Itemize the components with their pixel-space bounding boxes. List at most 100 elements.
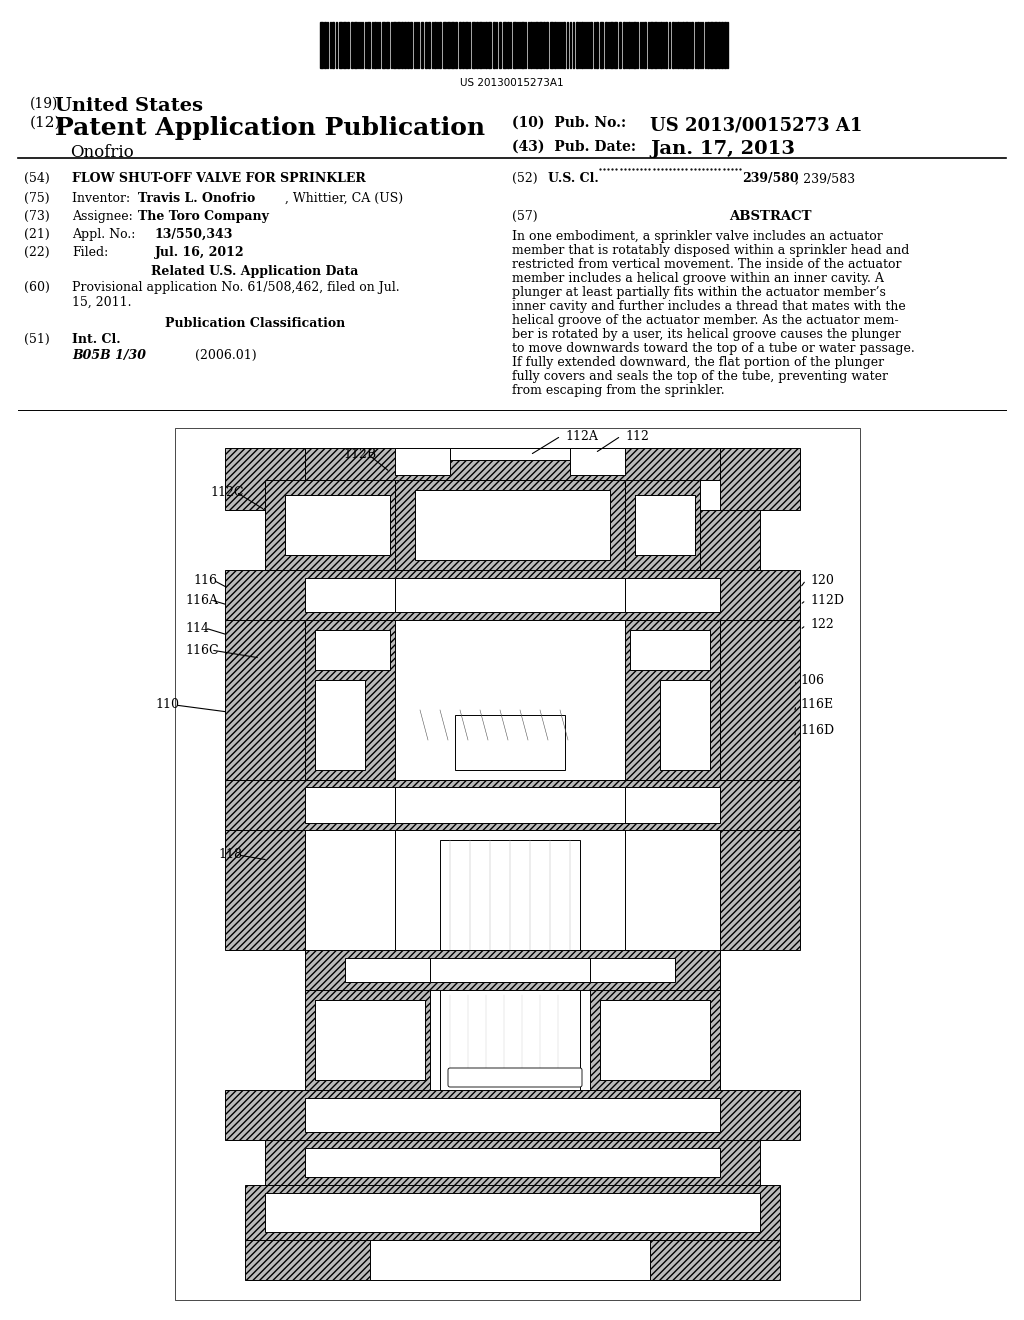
Text: (75): (75) bbox=[24, 191, 49, 205]
Bar bbox=[465, 22, 468, 69]
Text: FLOW SHUT-OFF VALVE FOR SPRINKLER: FLOW SHUT-OFF VALVE FOR SPRINKLER bbox=[72, 172, 366, 185]
Bar bbox=[650, 22, 653, 69]
Text: (60): (60) bbox=[24, 281, 50, 294]
Bar bbox=[665, 22, 667, 69]
Bar bbox=[707, 22, 709, 69]
Text: Onofrio: Onofrio bbox=[70, 144, 134, 161]
Text: 122: 122 bbox=[810, 619, 834, 631]
Bar bbox=[443, 22, 446, 69]
Bar bbox=[305, 787, 395, 822]
Bar bbox=[462, 22, 464, 69]
Bar bbox=[660, 22, 662, 69]
Bar bbox=[600, 1001, 710, 1080]
Bar bbox=[721, 22, 723, 69]
Bar bbox=[395, 578, 625, 612]
Bar bbox=[305, 578, 395, 612]
Text: (22): (22) bbox=[24, 246, 49, 259]
Bar bbox=[630, 630, 710, 671]
Bar bbox=[345, 958, 430, 982]
Text: member includes a helical groove within an inner cavity. A: member includes a helical groove within … bbox=[512, 272, 884, 285]
Bar bbox=[697, 22, 699, 69]
Bar bbox=[370, 1239, 650, 1280]
Bar bbox=[540, 635, 615, 680]
Text: restricted from vertical movement. The inside of the actuator: restricted from vertical movement. The i… bbox=[512, 257, 901, 271]
Bar bbox=[581, 22, 583, 69]
Bar bbox=[265, 510, 305, 570]
Bar bbox=[507, 22, 509, 69]
Text: Related U.S. Application Data: Related U.S. Application Data bbox=[152, 265, 358, 279]
Bar bbox=[605, 22, 607, 69]
Bar bbox=[440, 990, 580, 1090]
Text: 116A: 116A bbox=[185, 594, 218, 606]
Text: Assignee:: Assignee: bbox=[72, 210, 137, 223]
Text: fully covers and seals the top of the tube, preventing water: fully covers and seals the top of the tu… bbox=[512, 370, 888, 383]
Text: 116D: 116D bbox=[800, 723, 835, 737]
Text: Provisional application No. 61/508,462, filed on Jul.: Provisional application No. 61/508,462, … bbox=[72, 281, 399, 294]
Text: ABSTRACT: ABSTRACT bbox=[729, 210, 811, 223]
Bar bbox=[367, 22, 370, 69]
Bar bbox=[225, 620, 305, 780]
Bar bbox=[225, 830, 305, 950]
Bar bbox=[305, 1098, 720, 1133]
Bar bbox=[415, 700, 605, 780]
Bar bbox=[479, 22, 482, 69]
Bar bbox=[635, 495, 695, 554]
Bar bbox=[521, 22, 524, 69]
Bar bbox=[415, 490, 610, 560]
Bar bbox=[720, 620, 800, 780]
Bar bbox=[720, 447, 800, 510]
Bar bbox=[672, 22, 674, 69]
Bar bbox=[386, 22, 389, 69]
Text: member that is rotatably disposed within a sprinkler head and: member that is rotatably disposed within… bbox=[512, 244, 909, 257]
Bar bbox=[625, 620, 720, 780]
Bar bbox=[660, 680, 710, 770]
Bar bbox=[476, 22, 478, 69]
Bar bbox=[575, 22, 578, 69]
Text: 114: 114 bbox=[185, 622, 209, 635]
Text: (54): (54) bbox=[24, 172, 50, 185]
Text: U.S. Cl.: U.S. Cl. bbox=[548, 172, 599, 185]
Bar bbox=[563, 22, 565, 69]
Text: 112A: 112A bbox=[565, 429, 598, 442]
Bar bbox=[305, 620, 395, 780]
Text: 112B: 112B bbox=[343, 449, 376, 462]
Text: In one embodiment, a sprinkler valve includes an actuator: In one embodiment, a sprinkler valve inc… bbox=[512, 230, 883, 243]
Bar bbox=[590, 22, 592, 69]
Text: (19): (19) bbox=[30, 96, 58, 111]
Text: US 2013/0015273 A1: US 2013/0015273 A1 bbox=[650, 116, 862, 135]
Text: Publication Classification: Publication Classification bbox=[165, 317, 345, 330]
Bar bbox=[245, 1185, 780, 1239]
Bar bbox=[677, 22, 679, 69]
Bar bbox=[455, 715, 565, 770]
Bar bbox=[332, 22, 334, 69]
Text: 13/550,343: 13/550,343 bbox=[155, 228, 233, 242]
Bar bbox=[625, 480, 700, 570]
Bar bbox=[459, 22, 461, 69]
Text: 116E: 116E bbox=[800, 698, 834, 711]
Bar bbox=[685, 22, 688, 69]
Bar bbox=[265, 480, 395, 570]
Bar bbox=[590, 958, 675, 982]
Bar bbox=[428, 22, 430, 69]
Text: If fully extended downward, the flat portion of the plunger: If fully extended downward, the flat por… bbox=[512, 356, 884, 370]
Bar bbox=[265, 1193, 760, 1232]
Bar bbox=[485, 22, 487, 69]
Text: Jan. 17, 2013: Jan. 17, 2013 bbox=[650, 140, 795, 158]
Bar bbox=[600, 22, 603, 69]
Bar bbox=[633, 22, 636, 69]
Bar bbox=[635, 495, 695, 554]
Text: to move downwards toward the top of a tube or water passage.: to move downwards toward the top of a tu… bbox=[512, 342, 914, 355]
Bar bbox=[407, 22, 409, 69]
Bar bbox=[714, 22, 717, 69]
Text: 112D: 112D bbox=[810, 594, 844, 606]
Bar bbox=[618, 22, 621, 69]
Text: (73): (73) bbox=[24, 210, 50, 223]
Text: 110: 110 bbox=[155, 698, 179, 711]
Text: Filed:: Filed: bbox=[72, 246, 109, 259]
Bar bbox=[315, 1001, 425, 1080]
Bar bbox=[550, 22, 553, 69]
Bar bbox=[499, 22, 501, 69]
Bar bbox=[451, 22, 454, 69]
Text: The Toro Company: The Toro Company bbox=[138, 210, 269, 223]
Text: ; 239/583: ; 239/583 bbox=[795, 172, 855, 185]
